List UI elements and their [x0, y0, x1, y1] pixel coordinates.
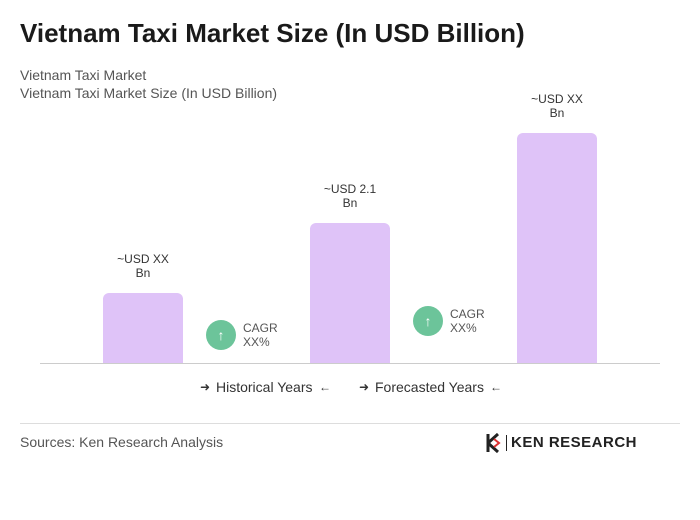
- bar: [310, 223, 390, 363]
- legend-arrow: ➜: [359, 380, 370, 394]
- cagr-label: CAGR XX%: [450, 307, 485, 335]
- legend-entry: Historical Years: [216, 379, 313, 395]
- value-label: ~USD XX Bn: [531, 92, 583, 120]
- legend-arrow: ←: [319, 380, 331, 394]
- chart-title: Vietnam Taxi Market Size (In USD Billion…: [20, 18, 525, 48]
- bar: [103, 293, 183, 363]
- legend-arrow: ←: [490, 380, 502, 394]
- bar: [517, 133, 597, 363]
- baseline: [40, 363, 660, 364]
- value-label: ~USD XX Bn: [117, 252, 169, 280]
- legend-arrow: ➜: [200, 380, 211, 394]
- cagr-icon: ↑: [206, 320, 236, 350]
- value-label: ~USD 2.1 Bn: [323, 182, 377, 210]
- logo-icon: [486, 433, 501, 453]
- logo-text: KEN RESEARCH: [511, 434, 638, 451]
- logo-divider: [506, 435, 507, 451]
- legend-entry: Forecasted Years: [375, 379, 484, 395]
- subtitle: Vietnam Taxi Market: [20, 67, 147, 83]
- cagr-icon: ↑: [413, 306, 443, 336]
- separator: [20, 423, 680, 424]
- subtitle: Vietnam Taxi Market Size (In USD Billion…: [20, 85, 278, 101]
- cagr-label: CAGR XX%: [243, 321, 278, 349]
- source: Sources: Ken Research Analysis: [20, 434, 224, 450]
